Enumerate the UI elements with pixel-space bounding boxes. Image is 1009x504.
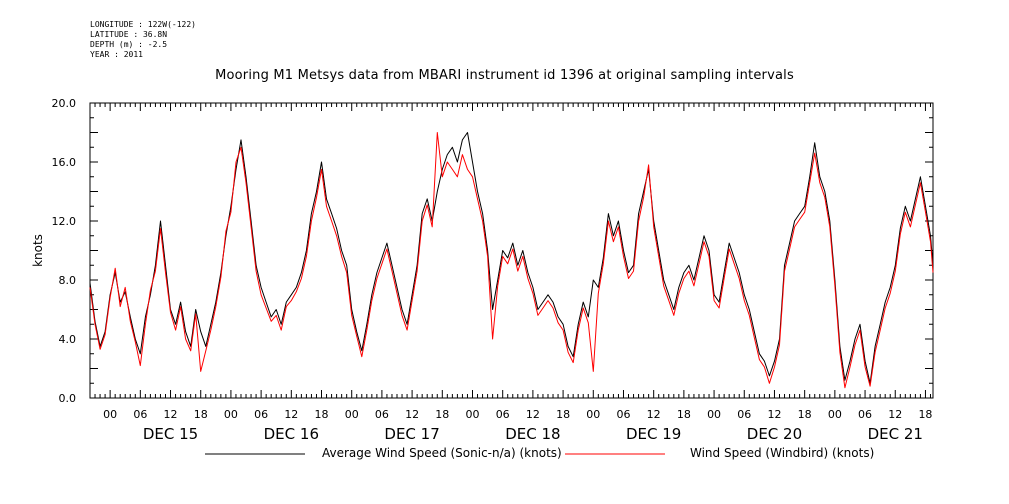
x-tick-label: 12 — [888, 408, 902, 421]
day-label: DEC 16 — [264, 425, 319, 443]
x-tick-label: 12 — [164, 408, 178, 421]
x-tick-label: 06 — [254, 408, 268, 421]
x-tick-label: 12 — [767, 408, 781, 421]
y-tick-label: 4.0 — [59, 333, 77, 346]
x-tick-label: 06 — [616, 408, 630, 421]
y-axis-label: knots — [31, 234, 45, 267]
x-tick-label: 00 — [224, 408, 238, 421]
x-tick-label: 12 — [405, 408, 419, 421]
x-tick-label: 06 — [858, 408, 872, 421]
legend-label-windbird: Wind Speed (Windbird) (knots) — [690, 446, 875, 460]
x-tick-label: 00 — [707, 408, 721, 421]
day-label: DEC 17 — [384, 425, 439, 443]
day-label: DEC 18 — [505, 425, 560, 443]
legend-label-average: Average Wind Speed (Sonic-n/a) (knots) — [322, 446, 562, 460]
x-tick-label: 06 — [375, 408, 389, 421]
y-tick-label: 16.0 — [52, 156, 77, 169]
x-tick-label: 18 — [798, 408, 812, 421]
latitude-label: LATITUDE : 36.8N — [90, 30, 168, 39]
x-tick-label: 00 — [345, 408, 359, 421]
x-tick-label: 18 — [556, 408, 570, 421]
x-tick-label: 18 — [918, 408, 932, 421]
y-tick-label: 8.0 — [59, 274, 77, 287]
x-tick-label: 12 — [647, 408, 661, 421]
y-tick-label: 0.0 — [59, 392, 77, 405]
longitude-label: LONGITUDE : 122W(-122) — [90, 20, 196, 29]
x-tick-label: 18 — [194, 408, 208, 421]
series-line-windbird-wind-speed — [89, 132, 934, 389]
metadata-block: LONGITUDE : 122W(-122) LATITUDE : 36.8N … — [90, 20, 196, 60]
x-tick-label: 00 — [586, 408, 600, 421]
x-tick-label: 00 — [465, 408, 479, 421]
plot-frame — [89, 102, 934, 399]
x-tick-label: 06 — [737, 408, 751, 421]
x-tick-label: 12 — [284, 408, 298, 421]
x-tick-label: 18 — [315, 408, 329, 421]
day-label: DEC 15 — [143, 425, 198, 443]
x-tick-label: 06 — [133, 408, 147, 421]
y-tick-label: 20.0 — [52, 97, 77, 110]
x-tick-label: 00 — [103, 408, 117, 421]
day-label: DEC 21 — [868, 425, 923, 443]
depth-label: DEPTH (m) : -2.5 — [90, 40, 168, 49]
chart-title: Mooring M1 Metsys data from MBARI instru… — [215, 68, 794, 83]
x-tick-label: 12 — [526, 408, 540, 421]
day-label: DEC 19 — [626, 425, 681, 443]
x-tick-label: 18 — [435, 408, 449, 421]
y-tick-label: 12.0 — [52, 215, 77, 228]
year-label: YEAR : 2011 — [90, 50, 143, 59]
x-tick-label: 00 — [828, 408, 842, 421]
series-line-average-wind-speed — [89, 132, 934, 384]
day-label: DEC 20 — [747, 425, 802, 443]
x-tick-label: 18 — [677, 408, 691, 421]
x-tick-label: 06 — [496, 408, 510, 421]
